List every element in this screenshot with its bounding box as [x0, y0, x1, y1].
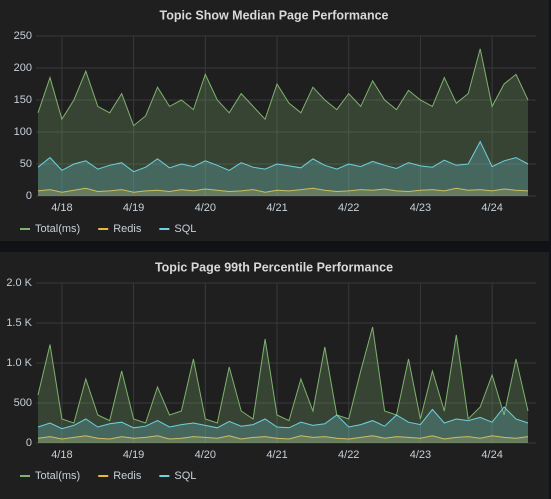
area: [38, 188, 528, 196]
legend-label: SQL: [174, 470, 196, 482]
y-tick-label: 100: [14, 126, 32, 138]
x-tick-label: 4/19: [123, 202, 144, 214]
legend-label: Redis: [113, 470, 142, 482]
y-tick-label: 0: [26, 437, 32, 449]
legend-label: Total(ms): [35, 470, 80, 482]
line: [37, 140, 529, 173]
chart-title: Topic Page 99th Percentile Performance: [155, 260, 393, 274]
x-tick-label: 4/20: [195, 202, 216, 214]
y-tick-label: 250: [14, 30, 32, 42]
x-tick-label: 4/21: [266, 449, 287, 461]
legend-label: Total(ms): [35, 223, 80, 235]
legend-label: Redis: [113, 223, 142, 235]
x-tick-label: 4/18: [51, 202, 72, 214]
area: [38, 327, 528, 443]
y-tick-label: 0: [26, 190, 32, 202]
line: [37, 435, 529, 440]
panel: Topic Page 99th Percentile Performance 0 5…: [0, 252, 549, 499]
x-tick-label: 4/23: [410, 202, 431, 214]
chart: Topic Page 99th Percentile Performance 0 5…: [6, 260, 536, 482]
area: [38, 407, 528, 443]
x-tick-label: 4/20: [195, 449, 216, 461]
y-tick-label: 1.0 K: [6, 357, 32, 369]
y-tick-label: 200: [14, 62, 32, 74]
y-tick-label: 1.5 K: [6, 317, 32, 329]
y-tick-label: 2.0 K: [6, 277, 32, 289]
line: [37, 406, 529, 430]
y-tick-label: 150: [14, 94, 32, 106]
line: [37, 187, 529, 193]
x-tick-label: 4/24: [481, 202, 502, 214]
area: [38, 48, 528, 196]
x-tick-label: 4/22: [338, 449, 359, 461]
chart: Topic Show Median Page Performance 0 50 100…: [14, 8, 536, 235]
x-tick-label: 4/22: [338, 202, 359, 214]
x-tick-label: 4/19: [123, 449, 144, 461]
x-tick-label: 4/21: [266, 202, 287, 214]
x-tick-label: 4/24: [481, 449, 502, 461]
line: [37, 48, 529, 127]
x-tick-label: 4/23: [410, 449, 431, 461]
chart-title: Topic Show Median Page Performance: [160, 8, 389, 22]
line: [37, 326, 529, 424]
y-tick-label: 50: [20, 158, 32, 170]
x-tick-label: 4/18: [51, 449, 72, 461]
panel: Topic Show Median Page Performance 0 50 100…: [0, 0, 549, 241]
legend-label: SQL: [174, 223, 196, 235]
area: [38, 141, 528, 196]
y-tick-label: 500: [14, 397, 32, 409]
